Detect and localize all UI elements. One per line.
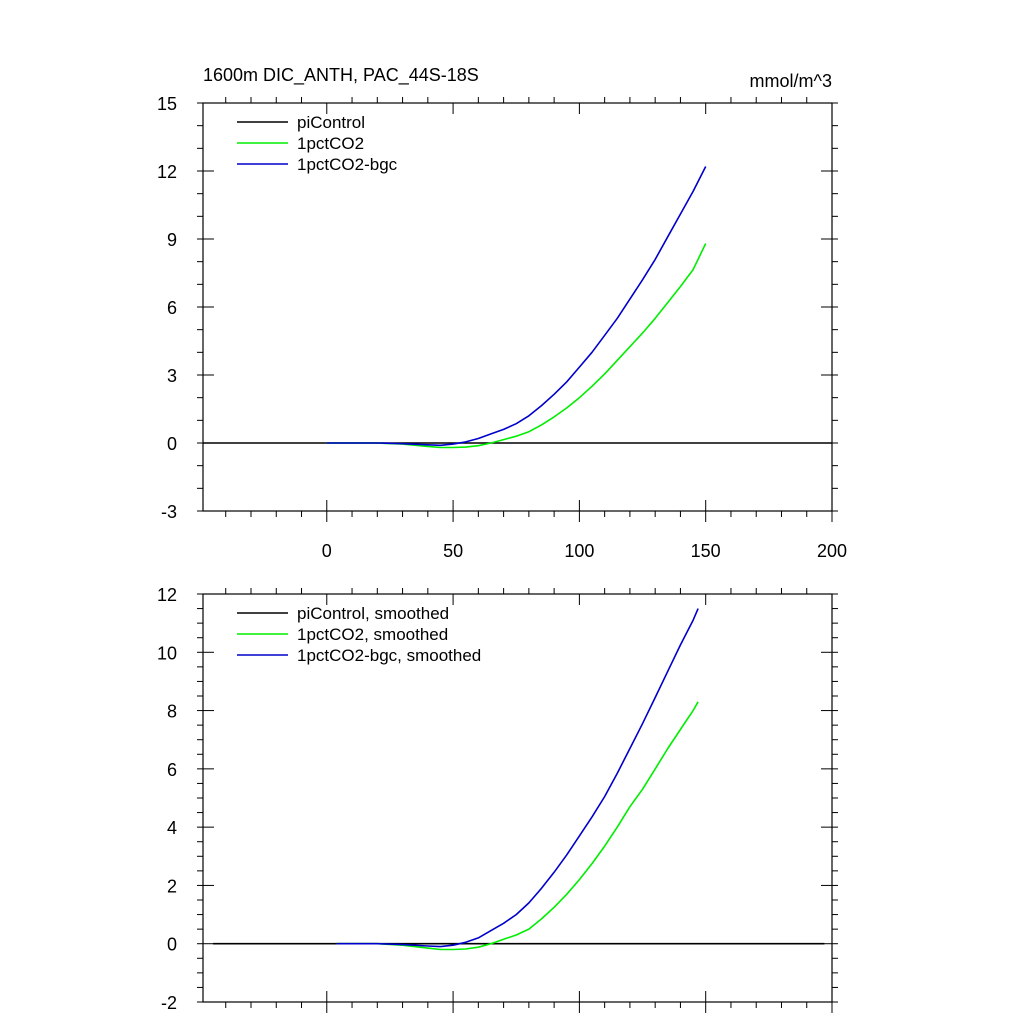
- panel-bottom-legend: piControl, smoothed 1pctCO2, smoothed 1p…: [237, 604, 481, 665]
- x-tick-label: 100: [564, 541, 594, 561]
- panel-bottom: -2 0 2 4 6 8 10 12 piControl, smoothed 1pctCO2,…: [157, 585, 838, 1013]
- y-tick-label: 9: [167, 230, 177, 250]
- y-tick-label: 0: [167, 434, 177, 454]
- panel-bottom-frame: [202, 593, 833, 1003]
- y-tick-label: -2: [161, 993, 177, 1013]
- series-line-1pctco2-bgc: [326, 166, 707, 447]
- legend-label-picontrol-smoothed: piControl, smoothed: [297, 604, 449, 623]
- x-tick-label: 0: [322, 541, 332, 561]
- panel-bottom-ticks: -2 0 2 4 6 8 10 12: [157, 585, 838, 1013]
- y-tick-label: 0: [167, 935, 177, 955]
- x-tick-label: 200: [817, 541, 847, 561]
- legend-label-1pctco2-bgc: 1pctCO2-bgc: [297, 155, 398, 174]
- x-tick-label: 50: [443, 541, 463, 561]
- y-tick-label: 10: [157, 643, 177, 663]
- panel-top-ticks: 0 50 100 150 200 -3 0 3 6 9 12 15: [157, 94, 847, 561]
- panel-top-units: mmol/m^3: [750, 71, 832, 91]
- y-tick-label: 12: [157, 162, 177, 182]
- y-tick-label: -3: [161, 502, 177, 522]
- legend-label-1pctco2-smoothed: 1pctCO2, smoothed: [297, 625, 448, 644]
- legend-label-1pctco2: 1pctCO2: [297, 134, 364, 153]
- y-tick-label: 2: [167, 876, 177, 896]
- legend-label-1pctco2-bgc-smoothed: 1pctCO2-bgc, smoothed: [297, 646, 481, 665]
- y-tick-label: 3: [167, 366, 177, 386]
- y-tick-label: 8: [167, 702, 177, 722]
- panel-top: 1600m DIC_ANTH, PAC_44S-18S mmol/m^3 0 50…: [157, 65, 847, 561]
- legend-label-picontrol: piControl: [297, 113, 365, 132]
- panel-top-frame: [202, 102, 833, 512]
- panel-top-title: 1600m DIC_ANTH, PAC_44S-18S: [203, 65, 479, 86]
- panel-bottom-series-layer: [213, 608, 825, 951]
- y-tick-label: 6: [167, 298, 177, 318]
- series-line-1pctco2-bgc-smoothed: [336, 608, 699, 948]
- series-line-1pctco2: [326, 243, 707, 449]
- y-tick-label: 6: [167, 760, 177, 780]
- y-tick-label: 12: [157, 585, 177, 605]
- panel-top-series-layer: [203, 166, 832, 449]
- panel-top-legend: piControl 1pctCO2 1pctCO2-bgc: [237, 113, 398, 174]
- y-tick-label: 15: [157, 94, 177, 114]
- series-line-1pctco2-smoothed: [336, 701, 699, 951]
- x-tick-label: 150: [691, 541, 721, 561]
- y-tick-label: 4: [167, 818, 177, 838]
